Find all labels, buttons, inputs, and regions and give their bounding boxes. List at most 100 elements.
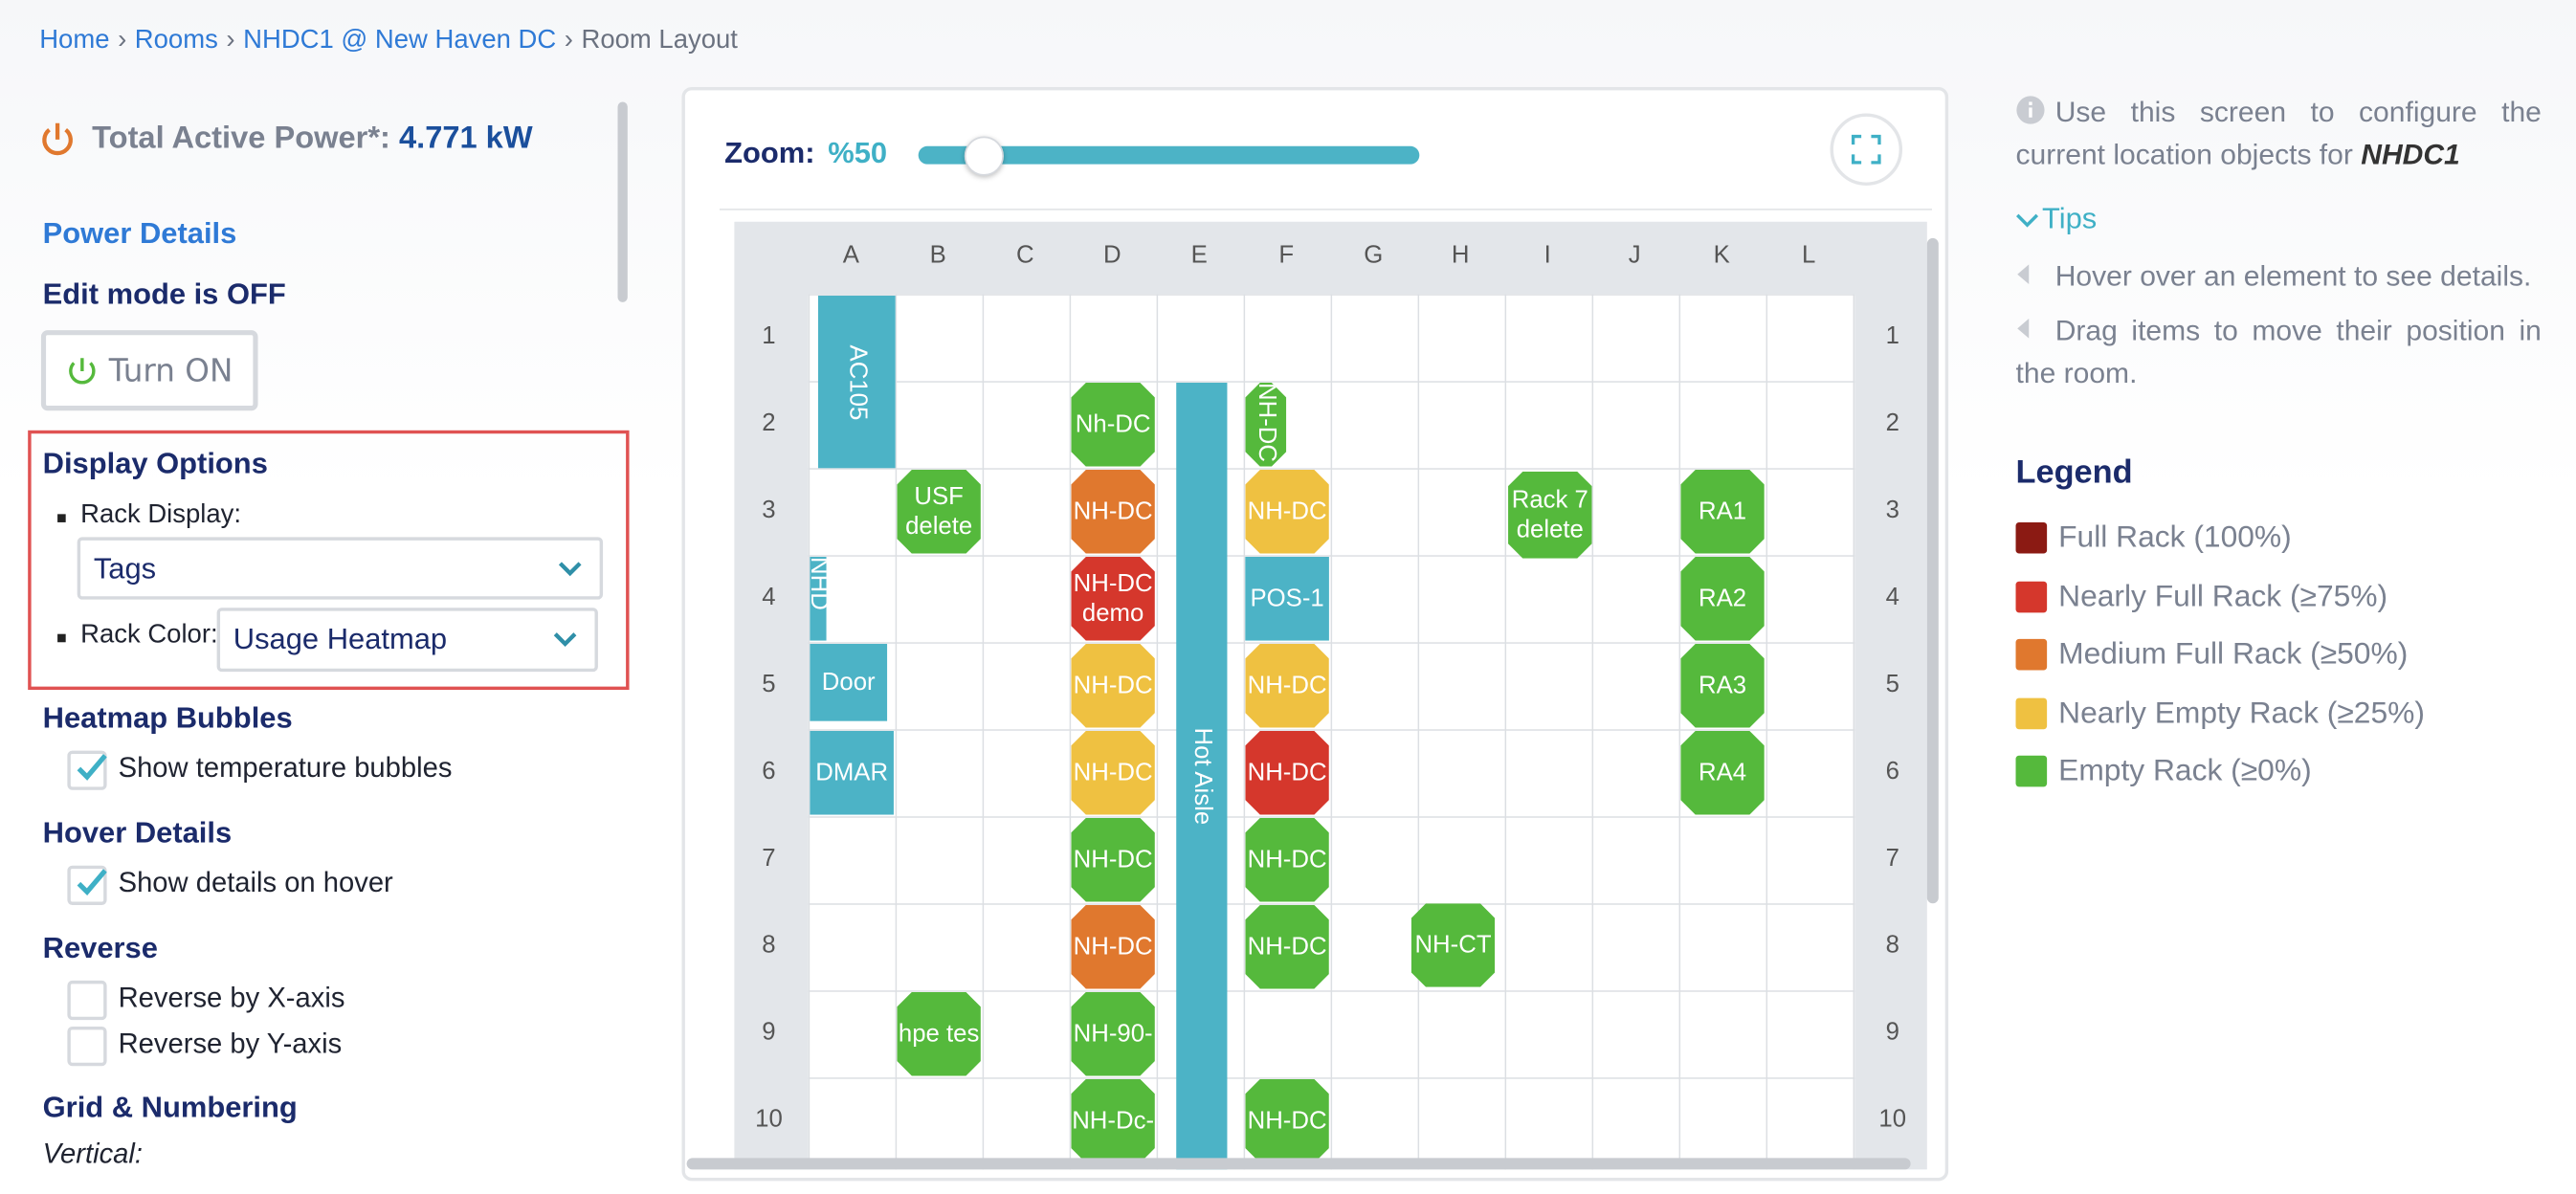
room-object[interactable]: NH-DC [1071, 470, 1155, 554]
rack-display-select[interactable]: Tags [77, 537, 604, 600]
legend-swatch [2015, 755, 2048, 787]
room-object[interactable]: NH-DC [1245, 818, 1329, 902]
room-object[interactable]: NH-DC [1245, 731, 1329, 815]
row-label: 5 [1885, 670, 1899, 698]
room-object[interactable]: AC105 [817, 296, 896, 469]
room-object[interactable]: NH-DC [1071, 818, 1155, 902]
room-object[interactable]: RA1 [1680, 470, 1765, 554]
checkbox[interactable] [67, 865, 107, 905]
zoom-label: Zoom: [724, 136, 815, 169]
room-object[interactable]: Door [810, 643, 888, 721]
room-object[interactable]: Hot Aisle [1176, 383, 1228, 1170]
tip-arrow [2017, 319, 2030, 339]
row-label: 6 [1885, 757, 1899, 785]
edit-mode-status: Edit mode is OFF [42, 277, 286, 311]
power-details-link[interactable]: Power Details [42, 216, 237, 250]
display-options-box: Display Options Rack Display: Tags Rack … [28, 430, 630, 691]
room-object[interactable]: RA3 [1680, 644, 1765, 728]
room-object[interactable]: DMAR [810, 730, 894, 815]
zoom-handle[interactable] [964, 136, 1004, 176]
power-label-text: Total Active Power*: [92, 122, 390, 157]
room-object[interactable]: NH-CT [1411, 903, 1496, 987]
tips-toggle[interactable]: Tips [2016, 202, 2097, 236]
column-label: C [1015, 241, 1034, 270]
column-label: G [1364, 241, 1384, 270]
info-sentence: Use this screen to configure the current… [2015, 95, 2542, 171]
rack-display-label: Rack Display: [80, 500, 242, 529]
room-object[interactable]: NH-DC [1245, 1079, 1329, 1163]
power-label: Total Active Power*: 4.771 kW [92, 122, 532, 158]
rack-color-select[interactable]: Usage Heatmap [216, 608, 598, 673]
breadcrumb-item[interactable]: Home [39, 26, 110, 55]
row-label: 7 [1885, 844, 1899, 873]
room-object[interactable]: NH-DC [1245, 470, 1329, 554]
legend-swatch [2015, 580, 2048, 612]
power-icon [69, 357, 96, 384]
room-object[interactable]: NH-DC [1245, 644, 1329, 728]
horizontal-scrollbar[interactable] [686, 1158, 1911, 1170]
section-title: Hover Details [42, 816, 233, 850]
row-label: 10 [755, 1105, 783, 1134]
sidebar-scrollbar[interactable] [617, 101, 628, 302]
info-icon [2016, 96, 2045, 124]
room-grid: A B C D E F G H I J K L 1 1 2 2 3 3 4 4 5 5 6 6 7 7 8 8 9 9 10 10 AC105 N… [734, 221, 1927, 1170]
legend-swatch [2015, 696, 2048, 729]
room-object[interactable]: NH-DC [1071, 644, 1155, 728]
breadcrumb-item[interactable]: Rooms [134, 26, 218, 55]
room-object[interactable]: NH-DC [1245, 383, 1286, 467]
room-object[interactable]: RA4 [1680, 731, 1765, 815]
breadcrumb: Home › Rooms › NHDC1 @ New Haven DC › Room Lay… [39, 26, 738, 55]
column-label: B [929, 241, 946, 270]
section-title: Display Options [42, 446, 268, 480]
row-label: 7 [762, 844, 776, 873]
turn-on-button[interactable]: Turn ON [40, 330, 258, 411]
room-object[interactable]: NH-DC [1245, 905, 1329, 989]
bullet [57, 633, 66, 643]
zoom-slider[interactable] [918, 145, 1420, 165]
chevron [558, 562, 582, 577]
checkbox-label: Reverse by Y-axis [118, 1028, 343, 1060]
row-label: 4 [762, 583, 776, 611]
select-value: Tags [93, 550, 157, 585]
checkbox[interactable] [67, 750, 107, 790]
row-label: 8 [1885, 931, 1899, 960]
breadcrumb-separator: › [226, 26, 235, 55]
column-label: A [842, 241, 859, 270]
room-object[interactable]: USF delete [897, 470, 981, 554]
section-title: Grid & Numbering [42, 1090, 298, 1124]
select-value: Usage Heatmap [233, 622, 448, 656]
column-label: I [1543, 241, 1551, 270]
checkbox[interactable] [67, 1027, 107, 1067]
row-label: 8 [762, 931, 776, 960]
breadcrumb-item[interactable]: NHDC1 @ New Haven DC [243, 26, 557, 55]
fullscreen-icon [1851, 134, 1881, 165]
room-object[interactable]: NH-DC [1071, 731, 1155, 815]
power-value: 4.771 kW [398, 122, 533, 157]
room-object[interactable]: POS-1 [1245, 556, 1329, 641]
room-object[interactable]: RA2 [1680, 557, 1765, 641]
column-label: L [1802, 241, 1816, 270]
legend-label: Nearly Full Rack (≥75%) [2058, 577, 2388, 612]
room-object[interactable]: NH-90- [1071, 992, 1155, 1076]
room-object[interactable]: Nh-DC [1071, 383, 1155, 467]
power-icon [42, 122, 73, 156]
room-object[interactable]: hpe tes [897, 992, 981, 1076]
room-object[interactable]: NH-DC demo [1071, 557, 1155, 641]
room-object[interactable]: NHD [810, 556, 827, 641]
room-object[interactable]: NH-Dc- [1071, 1079, 1155, 1163]
tip-arrow [2017, 264, 2030, 285]
breadcrumb-separator: › [564, 26, 573, 55]
legend-label: Full Rack (100%) [2058, 519, 2292, 554]
rack-color-label: Rack Color: [80, 620, 218, 650]
room-object[interactable]: Rack 7 delete [1508, 472, 1592, 559]
button-text: Turn ON [108, 352, 233, 389]
location-name: NHDC1 [2361, 138, 2460, 171]
row-label: 1 [1885, 321, 1899, 350]
fullscreen-button[interactable] [1830, 113, 1903, 186]
checkbox[interactable] [67, 980, 107, 1021]
vertical-scrollbar[interactable] [1926, 237, 1939, 904]
room-object[interactable]: NH-DC [1071, 905, 1155, 989]
column-label: F [1278, 241, 1295, 270]
info-text: Use this screen to configure the current… [2016, 90, 2542, 175]
